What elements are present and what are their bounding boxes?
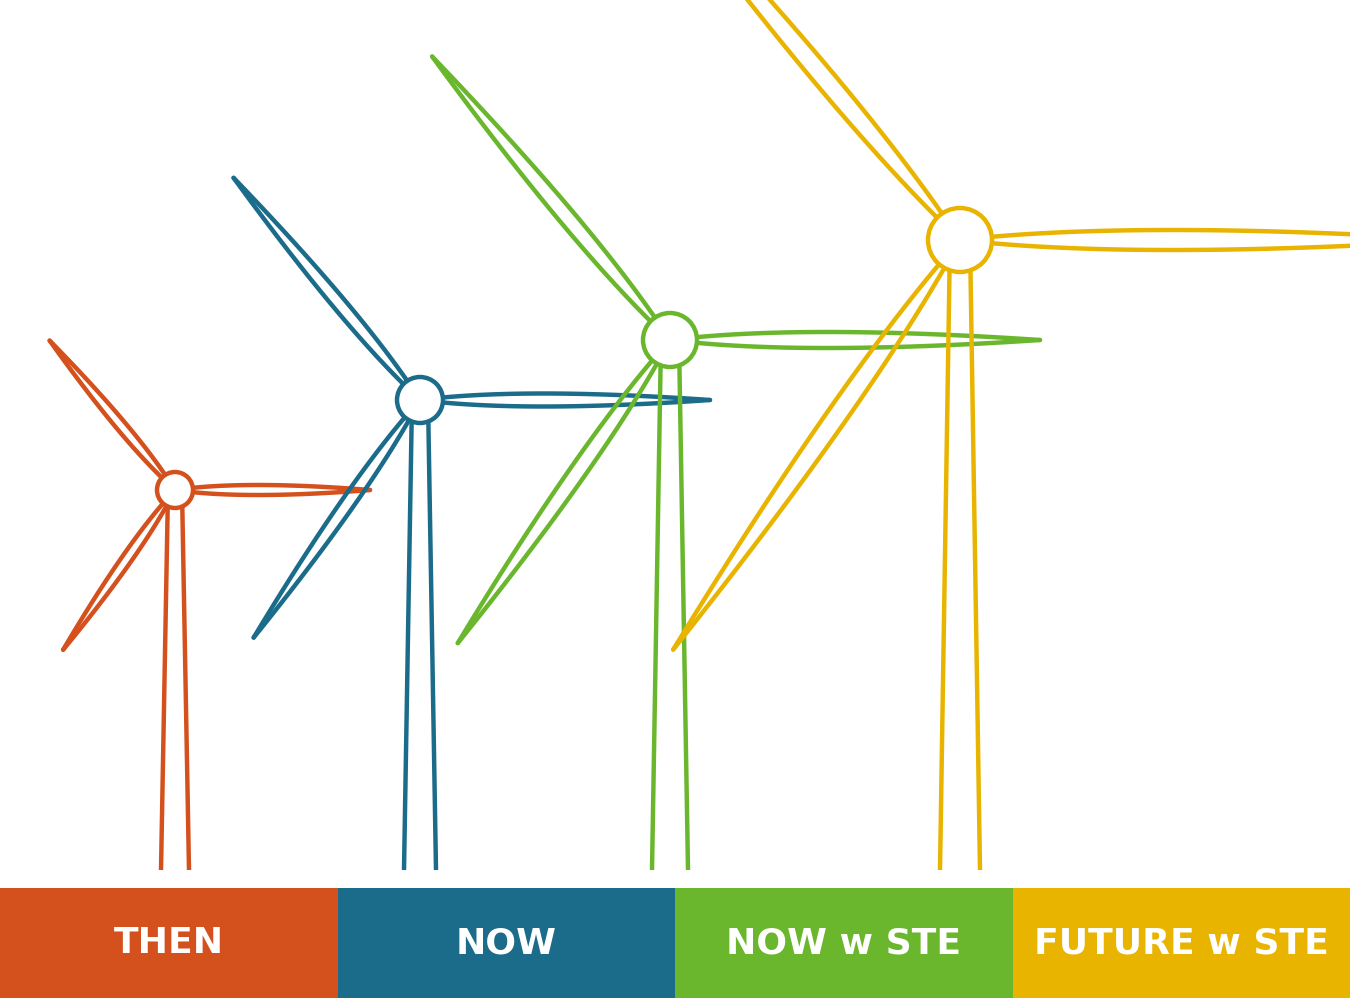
Bar: [1012, 888, 1350, 998]
Circle shape: [157, 472, 193, 508]
Text: NOW: NOW: [456, 926, 556, 960]
Bar: [675, 888, 1012, 998]
Bar: [0, 888, 338, 998]
Text: THEN: THEN: [113, 926, 224, 960]
Circle shape: [397, 377, 443, 423]
Circle shape: [643, 313, 697, 367]
Text: NOW w STE: NOW w STE: [726, 926, 961, 960]
Text: FUTURE w STE: FUTURE w STE: [1034, 926, 1328, 960]
Bar: [338, 888, 675, 998]
Circle shape: [927, 208, 992, 272]
